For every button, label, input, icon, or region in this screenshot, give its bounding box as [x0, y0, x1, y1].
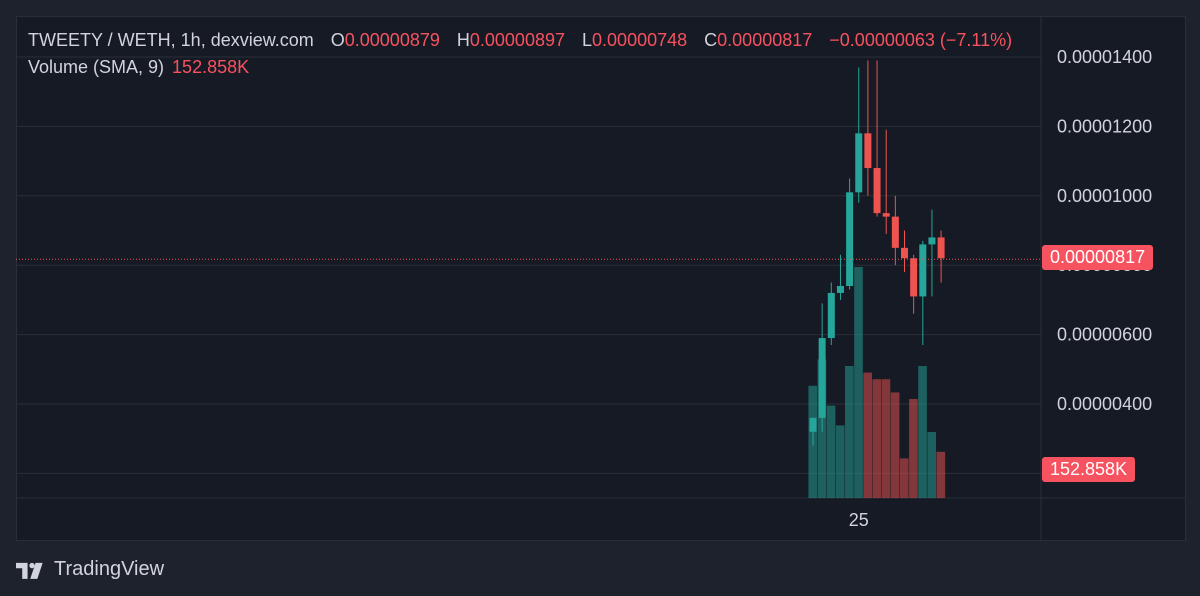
price-tick-label: 0.00000600: [1057, 325, 1152, 345]
price-tick-label: 0.00001200: [1057, 116, 1152, 136]
candle-body: [901, 247, 908, 259]
candle-body: [919, 244, 927, 297]
last-price-tag: 0.00000817: [1042, 245, 1154, 271]
volume-bar: [927, 432, 937, 498]
volume-bar: [872, 379, 882, 498]
candlestick-chart[interactable]: 0.000014000.000012000.000010000.00000800…: [16, 16, 1186, 541]
open-label: O: [330, 30, 345, 50]
candle-body: [873, 168, 881, 214]
candle-body: [910, 258, 918, 297]
chart-frame: [16, 16, 1186, 541]
volume-label: Volume (SMA, 9): [28, 57, 165, 77]
close-value: 0.00000817: [717, 30, 813, 50]
candle-body: [827, 292, 835, 339]
candle-body: [818, 338, 826, 418]
volume-bar: [899, 458, 909, 498]
brand-label: TradingView: [54, 558, 165, 580]
volume-bar: [835, 425, 845, 498]
tradingview-brand[interactable]: TradingView: [16, 558, 164, 581]
candle-body: [882, 213, 890, 217]
candle-body: [937, 237, 945, 259]
candle-body: [855, 133, 863, 193]
volume-bar: [863, 372, 872, 498]
high-label: H: [456, 30, 470, 50]
volume-bar: [918, 366, 927, 498]
low-label: L: [582, 30, 593, 50]
volume-bar: [854, 267, 863, 498]
symbol-name[interactable]: TWEETY / WETH, 1h, dexview.com: [28, 30, 314, 50]
volume-bar: [845, 366, 854, 498]
candle-body: [846, 192, 854, 287]
volume-legend[interactable]: Volume (SMA, 9) 152.858K: [28, 57, 249, 78]
time-axis[interactable]: 25: [849, 510, 869, 530]
price-axis[interactable]: 0.000014000.000012000.000010000.00000800…: [1057, 47, 1152, 414]
candle-body: [864, 133, 872, 169]
volume-bar: [890, 392, 900, 498]
candle-body: [809, 417, 817, 432]
grid: [16, 16, 1186, 541]
tradingview-logo-icon: [16, 562, 43, 579]
candle-body: [836, 286, 844, 293]
open-value: 0.00000879: [344, 30, 440, 50]
symbol-legend: TWEETY / WETH, 1h, dexview.com O0.000008…: [28, 30, 1012, 51]
low-value: 0.00000748: [592, 30, 688, 50]
price-tick-label: 0.00000400: [1057, 394, 1152, 414]
volume-tag: 152.858K: [1042, 457, 1136, 482]
candle-body: [928, 237, 936, 245]
candle-body: [891, 216, 899, 248]
volume-bar: [826, 405, 836, 498]
time-tick-label: 25: [849, 510, 869, 530]
close-label: C: [704, 30, 718, 50]
volume-bar: [936, 451, 946, 498]
price-tick-label: 0.00001400: [1057, 47, 1152, 67]
candles: [809, 60, 945, 446]
high-value: 0.00000897: [469, 30, 565, 50]
volume-bar: [881, 379, 891, 498]
volume-legend-value: 152.858K: [172, 57, 250, 77]
change-value: −0.00000063 (−7.11%): [829, 30, 1013, 50]
price-tick-label: 0.00001000: [1057, 186, 1152, 206]
volume-bar: [909, 399, 918, 498]
